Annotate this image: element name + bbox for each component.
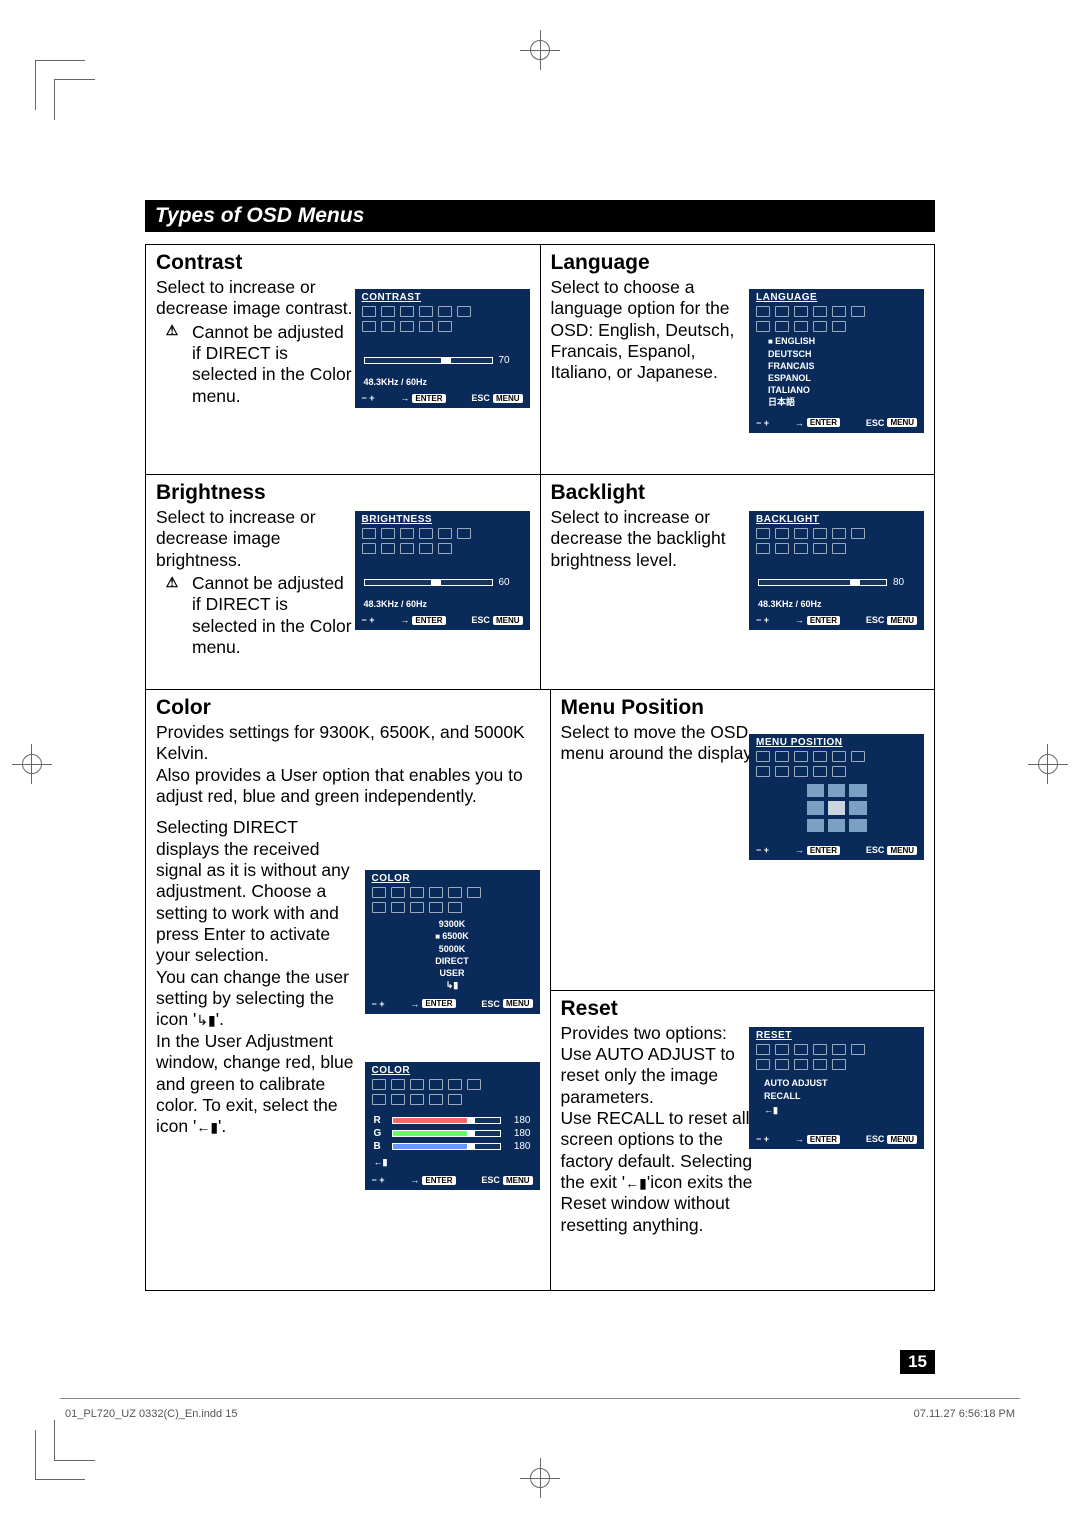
enter-sub-icon: ↳▮ [196, 1012, 215, 1029]
osd-color-rgb: COLOR R180 G180 B180 ←▮ − + →ENTER ESCME… [365, 1062, 540, 1190]
cell-brightness: Brightness Select to increase or decreas… [146, 475, 541, 690]
language-title: Language [551, 251, 925, 275]
exit-icon: ←▮ [625, 1175, 647, 1192]
osd-menu-position: MENU POSITION − + →ENTER ESCMENU [749, 734, 924, 860]
registration-mark-top [520, 30, 560, 70]
cell-reset: Reset Provides two options: Use AUTO ADJ… [551, 991, 935, 1291]
registration-mark-left [12, 744, 52, 784]
footer-timestamp: 07.11.27 6:56:18 PM [914, 1408, 1015, 1420]
osd-brightness: BRIGHTNESS 60 48.3KHz / 60Hz − + →ENTER [355, 511, 530, 630]
brightness-title: Brightness [156, 481, 530, 505]
cell-contrast: Contrast Select to increase or decrease … [146, 245, 541, 475]
language-text: Select to choose a language option for t… [551, 277, 751, 384]
caution-icon: ⚠ [156, 573, 188, 591]
exit-icon: ←▮ [196, 1119, 218, 1136]
section-header: Types of OSD Menus [145, 200, 935, 232]
osd-icon-row [356, 303, 529, 318]
crop-mark-bottom-left [35, 1430, 85, 1480]
contrast-note: ⚠ Cannot be adjusted if DIRECT is select… [156, 322, 356, 407]
osd-contrast: CONTRAST 70 48.3KHz / 60Hz − + →ENTER [355, 289, 530, 408]
footer-file-info: 01_PL720_UZ 0332(C)_En.indd 15 [65, 1408, 237, 1420]
osd-backlight: BACKLIGHT 80 48.3KHz / 60Hz − + →ENTER [749, 511, 924, 630]
page-content: Types of OSD Menus Contrast Select to in… [145, 200, 935, 1291]
osd-reset: RESET AUTO ADJUST RECALL ←▮ − + →ENTER E… [749, 1027, 924, 1150]
cell-menu-position: Menu Position Select to move the OSD men… [551, 690, 935, 991]
footer-rule [60, 1398, 1020, 1399]
page-number: 15 [900, 1350, 935, 1374]
menu-grid: Contrast Select to increase or decrease … [145, 244, 935, 1291]
osd-language: LANGUAGE ENGLISH DEUTSCH FRANCAIS ESPANO… [749, 289, 924, 433]
caution-icon: ⚠ [156, 322, 188, 340]
registration-mark-right [1028, 744, 1068, 784]
crop-mark-top-left [35, 60, 85, 110]
cell-color: Color Provides settings for 9300K, 6500K… [146, 690, 551, 1290]
osd-color-options: COLOR 9300K 6500K 5000K DIRECT USER ↳▮ −… [365, 870, 540, 1014]
osd-slider: 70 [364, 355, 521, 366]
cell-backlight: Backlight Select to increase or decrease… [541, 475, 935, 690]
contrast-text: Select to increase or decrease image con… [156, 277, 356, 320]
cell-language: Language Select to choose a language opt… [541, 245, 935, 475]
osd-footer: − + →ENTER ESCMENU [356, 390, 529, 407]
registration-mark-bottom [520, 1458, 560, 1498]
contrast-title: Contrast [156, 251, 530, 275]
position-grid [807, 784, 867, 832]
language-options: ENGLISH DEUTSCH FRANCAIS ESPANOL ITALIAN… [750, 333, 923, 415]
